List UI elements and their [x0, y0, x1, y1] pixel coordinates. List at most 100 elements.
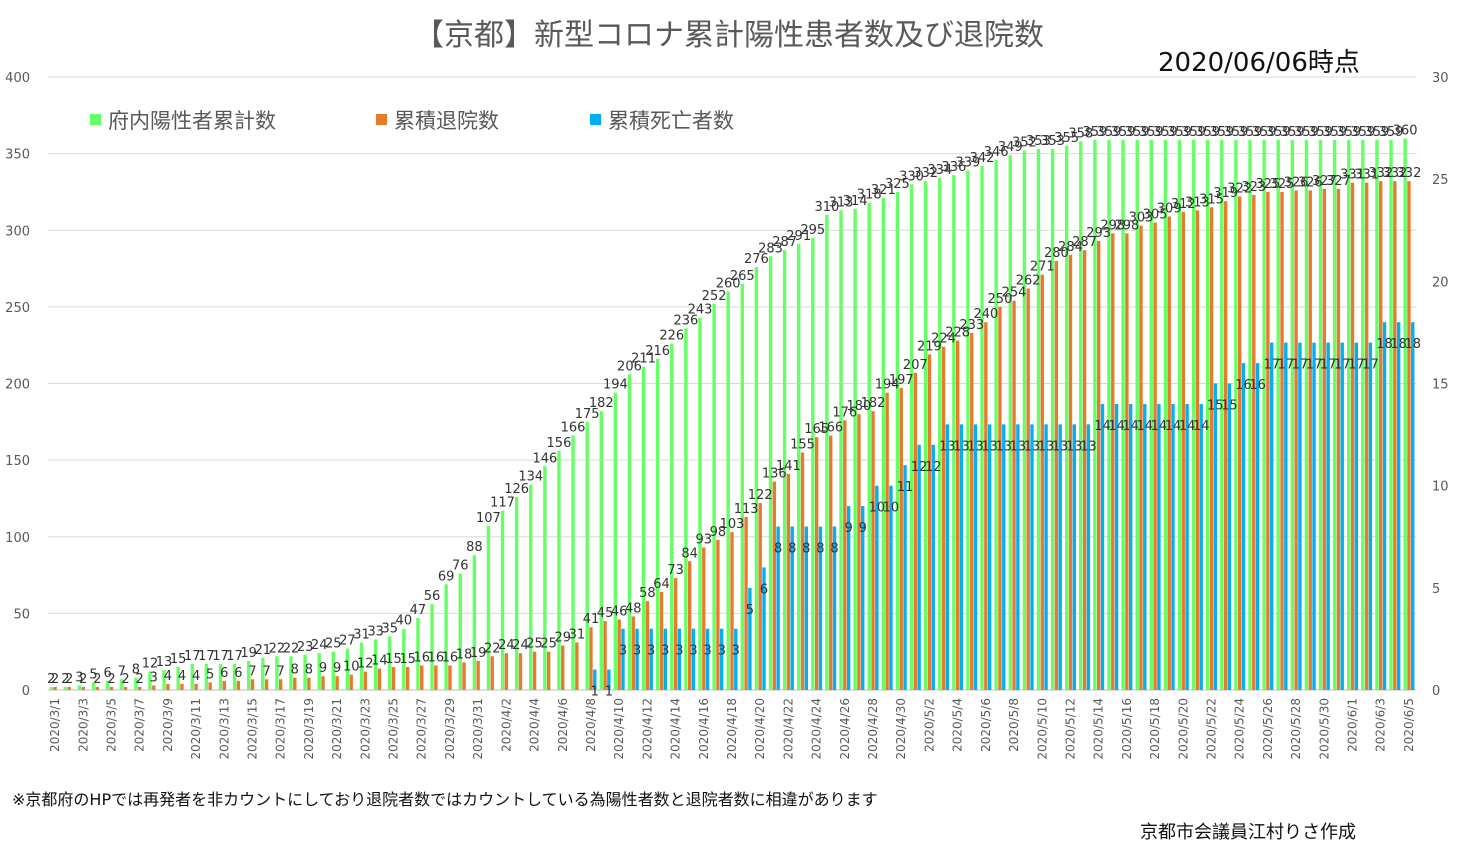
- data-label: 9: [844, 521, 852, 536]
- legend-label: 累積死亡者数: [608, 109, 734, 133]
- bar-positive: [557, 450, 561, 690]
- x-tick-label: 2020/5/20: [1176, 698, 1190, 760]
- bar-discharged: [1308, 190, 1312, 690]
- bar-discharged: [659, 591, 664, 690]
- x-tick-label: 2020/5/4: [951, 698, 965, 752]
- bar-discharged: [391, 667, 396, 690]
- data-label: 359: [1097, 125, 1122, 140]
- bar-deaths: [945, 424, 950, 690]
- data-label: 2: [79, 672, 87, 687]
- bar-deaths: [1114, 403, 1119, 690]
- bar-deaths: [734, 628, 738, 690]
- data-label: 3: [675, 644, 683, 659]
- bar-discharged: [180, 683, 184, 690]
- data-label: 25: [526, 637, 543, 652]
- data-label: 3: [732, 644, 740, 659]
- data-label: 17: [226, 649, 243, 664]
- x-tick-label: 2020/4/8: [584, 698, 598, 752]
- bar-discharged: [349, 674, 353, 690]
- data-label: 315: [1199, 192, 1224, 207]
- bar-positive: [1022, 150, 1027, 690]
- bar-positive: [782, 250, 787, 691]
- bar-discharged: [1054, 260, 1059, 690]
- y-tick-label: 250: [5, 301, 30, 316]
- data-label: 359: [1082, 125, 1107, 140]
- x-tick-label: 2020/4/10: [612, 698, 626, 760]
- bar-positive: [670, 343, 674, 690]
- data-label: 15: [1221, 399, 1238, 414]
- data-label: 13: [967, 439, 984, 454]
- bar-positive: [938, 178, 942, 690]
- x-tick-label: 2020/4/16: [697, 698, 711, 760]
- bar-deaths: [931, 444, 935, 690]
- data-label: 280: [1044, 246, 1069, 261]
- x-tick-label: 2020/4/18: [725, 698, 739, 760]
- bar-discharged: [137, 686, 142, 690]
- data-label: 13: [981, 439, 998, 454]
- bar-deaths: [818, 526, 823, 690]
- data-label: 360: [1393, 123, 1418, 138]
- bar-positive: [1177, 139, 1182, 690]
- x-tick-label: 2020/4/12: [640, 698, 654, 760]
- bar-positive: [218, 663, 223, 690]
- data-label: 332: [1397, 166, 1422, 181]
- data-label: 291: [786, 229, 811, 244]
- y-tick-label: 100: [5, 531, 30, 546]
- data-label: 10: [883, 501, 900, 516]
- data-label: 13: [156, 655, 173, 670]
- bar-discharged: [377, 668, 382, 690]
- bar-positive: [599, 411, 603, 690]
- data-label: 12: [142, 657, 159, 672]
- data-label: 336: [941, 160, 966, 175]
- data-label: 298: [1114, 218, 1139, 233]
- data-label: 359: [1336, 125, 1361, 140]
- bar-positive: [585, 421, 589, 690]
- bar-deaths: [663, 628, 667, 690]
- bar-positive: [345, 648, 350, 690]
- data-label: 14: [1193, 419, 1210, 434]
- x-tick-label: 2020/5/26: [1261, 698, 1275, 760]
- data-label: 103: [720, 517, 745, 532]
- data-label: 8: [305, 663, 313, 678]
- bar-discharged: [123, 686, 128, 690]
- data-label: 13: [995, 439, 1012, 454]
- bar-positive: [458, 573, 462, 690]
- bar-deaths: [987, 424, 992, 690]
- legend-label: 府内陽性者累計数: [108, 109, 276, 133]
- data-label: 13: [1066, 439, 1083, 454]
- bar-deaths: [917, 444, 921, 690]
- data-label: 19: [240, 646, 257, 661]
- bar-discharged: [829, 435, 833, 690]
- bar-discharged: [702, 547, 706, 690]
- bar-deaths: [1382, 322, 1387, 690]
- data-label: 233: [959, 318, 984, 333]
- bar-discharged: [1238, 196, 1242, 690]
- data-label: 48: [625, 601, 642, 616]
- data-label: 16: [1249, 378, 1266, 393]
- bar-discharged: [603, 621, 607, 690]
- data-label: 41: [583, 612, 600, 627]
- bar-positive: [1220, 139, 1224, 690]
- bar-discharged: [814, 437, 819, 690]
- bar-discharged: [293, 677, 297, 690]
- data-label: 262: [1016, 273, 1041, 288]
- data-label: 18: [1404, 337, 1421, 352]
- bar-positive: [768, 256, 773, 690]
- y-axis-right: 0 5 10 15 20 25 30: [1432, 71, 1449, 699]
- data-label: 180: [847, 399, 872, 414]
- data-label: 35: [381, 621, 398, 636]
- data-label: 211: [631, 352, 656, 367]
- x-tick-label: 2020/3/5: [104, 698, 118, 752]
- data-label: 58: [639, 586, 656, 601]
- data-label: 359: [1153, 125, 1178, 140]
- bar-positive: [684, 328, 688, 690]
- bar-positive: [261, 657, 265, 690]
- data-label: 2: [61, 672, 69, 687]
- bar-discharged: [434, 665, 438, 690]
- x-tick-label: 2020/5/30: [1317, 698, 1331, 760]
- data-label: 31: [353, 627, 370, 642]
- data-label: 4: [178, 669, 186, 684]
- data-label: 3: [619, 644, 627, 659]
- bar-deaths: [720, 628, 724, 690]
- data-label: 224: [931, 332, 956, 347]
